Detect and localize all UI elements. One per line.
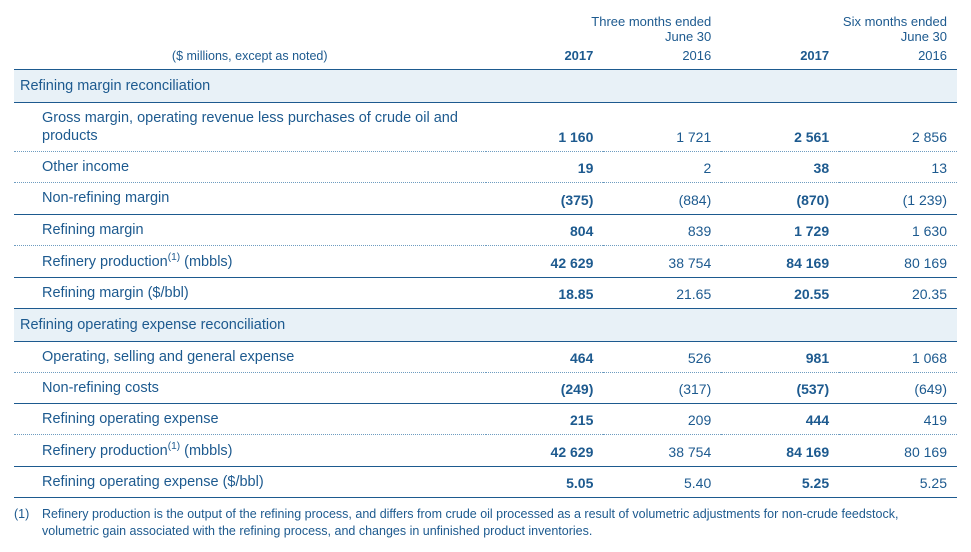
section-title: Refining margin reconciliation [14,70,486,103]
row-value: 804 [486,214,604,245]
row-label: Non-refining margin [14,183,486,214]
row-value: 464 [486,341,604,372]
row-value: 84 169 [721,435,839,467]
row-label: Non-refining costs [14,372,486,403]
row-value: 1 160 [486,103,604,152]
row-value: 18.85 [486,277,604,308]
footnote-text: Refinery production is the output of the… [42,506,957,540]
row-value: 209 [603,403,721,434]
row-label: Refinery production(1) (mbbls) [14,245,486,277]
row-value: (375) [486,183,604,214]
row-value: 2 561 [721,103,839,152]
row-value: 38 754 [603,435,721,467]
row-value: 1 721 [603,103,721,152]
row-value: (1 239) [839,183,957,214]
table-body: Refining margin reconciliationGross marg… [14,70,957,498]
reconciliation-table: Three months ended Six months ended June… [14,12,957,498]
row-value: 38 754 [603,245,721,277]
footnote: (1) Refinery production is the output of… [14,506,957,540]
row-value: 13 [839,152,957,183]
row-value: 84 169 [721,245,839,277]
row-value: 2 [603,152,721,183]
row-value: 20.55 [721,277,839,308]
row-value: 5.40 [603,467,721,498]
row-value: (249) [486,372,604,403]
row-label: Operating, selling and general expense [14,341,486,372]
table-header: Three months ended Six months ended June… [14,12,957,70]
row-value: 1 068 [839,341,957,372]
row-value: 20.35 [839,277,957,308]
row-value: 80 169 [839,245,957,277]
row-value: 5.25 [839,467,957,498]
row-label: Gross margin, operating revenue less pur… [14,103,486,152]
col-year-0: 2017 [486,48,604,70]
row-value: 5.25 [721,467,839,498]
row-label: Refining operating expense [14,403,486,434]
period-super-3m: Three months ended [486,12,722,29]
col-year-1: 2016 [603,48,721,70]
row-value: 38 [721,152,839,183]
col-year-3: 2016 [839,48,957,70]
row-value: 1 630 [839,214,957,245]
row-value: 80 169 [839,435,957,467]
table-caption: ($ millions, except as noted) [14,48,486,70]
row-value: (537) [721,372,839,403]
row-value: 1 729 [721,214,839,245]
row-value: 21.65 [603,277,721,308]
row-value: 444 [721,403,839,434]
row-value: 215 [486,403,604,434]
period-super-6m: Six months ended [721,12,957,29]
row-value: 419 [839,403,957,434]
row-value: (317) [603,372,721,403]
row-value: (649) [839,372,957,403]
section-title: Refining operating expense reconciliatio… [14,308,486,341]
row-value: 526 [603,341,721,372]
row-label: Refining margin [14,214,486,245]
row-label: Refining margin ($/bbl) [14,277,486,308]
period-sub-6m: June 30 [721,29,957,48]
row-value: 5.05 [486,467,604,498]
row-value: 839 [603,214,721,245]
row-value: (870) [721,183,839,214]
period-sub-3m: June 30 [486,29,722,48]
row-value: 19 [486,152,604,183]
row-value: 2 856 [839,103,957,152]
row-label: Refinery production(1) (mbbls) [14,435,486,467]
footnote-marker: (1) [14,506,42,540]
row-label: Other income [14,152,486,183]
row-value: 42 629 [486,435,604,467]
row-value: (884) [603,183,721,214]
row-label: Refining operating expense ($/bbl) [14,467,486,498]
row-value: 981 [721,341,839,372]
row-value: 42 629 [486,245,604,277]
col-year-2: 2017 [721,48,839,70]
